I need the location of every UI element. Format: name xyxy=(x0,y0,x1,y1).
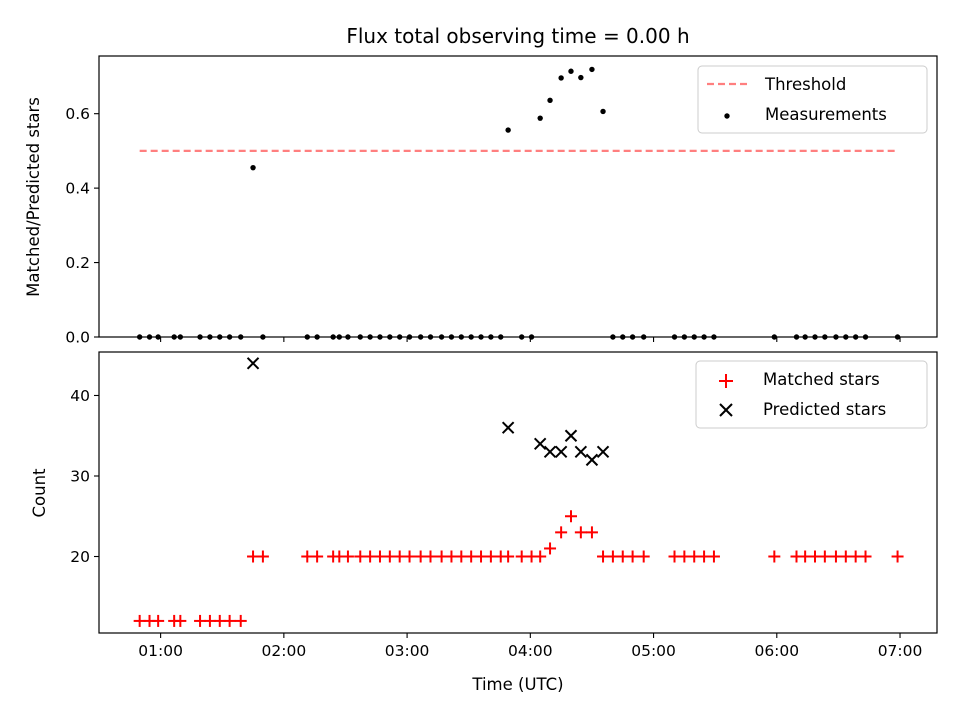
top-legend-box xyxy=(697,65,928,134)
top-legend: Threshold Measurements xyxy=(697,65,928,134)
bottom-xlabel: Time (UTC) xyxy=(471,675,563,694)
predicted-star-stroke-b xyxy=(596,445,610,459)
top-ytick-label: 0.4 xyxy=(65,180,90,198)
chart-title: Flux total observing time = 0.00 h xyxy=(346,24,689,48)
predicted-star-stroke-b xyxy=(543,445,557,459)
measurement-point xyxy=(578,74,584,81)
matched-star-marker xyxy=(637,550,650,563)
predicted-star-stroke-b xyxy=(501,421,515,434)
matched-legend-swatch xyxy=(719,374,733,388)
predicted-star-marker xyxy=(564,429,578,442)
bottom-xtick-label: 06:00 xyxy=(754,642,799,660)
predicted-star-marker xyxy=(554,445,568,459)
predicted-star-stroke-b xyxy=(564,429,578,442)
predicted-star-marker xyxy=(543,445,557,459)
matched-star-marker xyxy=(152,614,165,627)
matched-star-marker xyxy=(585,526,598,539)
predicted-star-stroke-b xyxy=(246,357,260,370)
bottom-panel-marks xyxy=(133,357,904,627)
matched-star-marker xyxy=(555,526,568,539)
bottom-xtick-label: 04:00 xyxy=(508,642,553,660)
bottom-ytick-label: 20 xyxy=(70,548,90,566)
bottom-xtick-label: 05:00 xyxy=(631,642,676,660)
threshold-legend-label: Threshold xyxy=(764,75,846,94)
measurement-point xyxy=(568,68,574,74)
bottom-panel: 01:00 02:00 03:00 04:00 05:00 06:00 07:00 20 30 4… xyxy=(30,351,938,694)
predicted-star-marker xyxy=(596,445,610,459)
matched-star-marker xyxy=(234,614,247,627)
top-ytick-label: 0.6 xyxy=(65,105,90,123)
bottom-ytick-label: 40 xyxy=(70,387,90,405)
matched-star-marker xyxy=(341,550,354,563)
bottom-panel-frame xyxy=(98,351,938,634)
measurements-legend-label: Measurements xyxy=(765,105,887,124)
bottom-legend: Matched stars Predicted stars xyxy=(695,360,928,429)
matched-star-marker xyxy=(859,550,872,563)
predicted-star-marker xyxy=(246,357,260,370)
bottom-legend-box xyxy=(695,360,928,429)
matched-star-marker xyxy=(626,550,639,563)
measurement-point xyxy=(250,164,256,171)
matched-star-marker xyxy=(564,510,577,523)
bottom-panel-axes: 01:00 02:00 03:00 04:00 05:00 06:00 07:00 20 30 4… xyxy=(70,387,922,660)
matched-legend-label: Matched stars xyxy=(763,370,880,389)
top-panel-axes: 0.0 0.2 0.4 0.6 xyxy=(65,105,901,347)
bottom-xtick-label: 03:00 xyxy=(385,642,430,660)
predicted-star-stroke-b xyxy=(585,453,599,467)
predicted-star-marker xyxy=(533,437,547,450)
matched-star-marker xyxy=(223,614,236,627)
top-panel-frame xyxy=(98,55,938,338)
measurement-point xyxy=(558,75,564,81)
predicted-star-marker xyxy=(501,421,515,434)
bottom-ytick-label: 30 xyxy=(70,467,90,485)
predicted-star-stroke-b xyxy=(554,445,568,459)
bottom-xtick-label: 07:00 xyxy=(878,642,923,660)
matched-star-marker xyxy=(311,550,324,563)
measurements-legend-swatch xyxy=(724,113,730,119)
predicted-legend-label: Predicted stars xyxy=(763,400,886,419)
matched-star-marker xyxy=(574,526,587,539)
predicted-star-stroke-b xyxy=(574,445,588,459)
matched-star-marker xyxy=(768,550,781,563)
bottom-xtick-label: 02:00 xyxy=(262,642,307,660)
top-ylabel: Matched/Predicted stars xyxy=(24,97,43,297)
measurement-point xyxy=(537,115,543,121)
predicted-star-marker xyxy=(585,453,599,467)
matched-star-marker xyxy=(256,550,269,563)
top-ytick-label: 0.2 xyxy=(65,254,90,272)
matched-star-marker xyxy=(891,550,904,563)
top-ytick-label: 0.0 xyxy=(65,329,90,347)
matched-star-marker xyxy=(707,550,720,563)
predicted-star-stroke-b xyxy=(533,437,547,450)
matched-star-marker xyxy=(818,550,831,563)
matched-star-marker xyxy=(424,550,437,563)
matched-star-marker xyxy=(544,542,557,555)
top-panel: 0.0 0.2 0.4 0.6 Matched/Predicted stars Thr… xyxy=(24,55,938,347)
measurement-point xyxy=(505,127,511,133)
bottom-xtick-label: 01:00 xyxy=(138,642,183,660)
matched-star-marker xyxy=(174,614,187,627)
measurement-point xyxy=(589,66,595,73)
matched-star-marker xyxy=(403,550,416,563)
measurement-point xyxy=(600,108,606,115)
predicted-legend-swatch xyxy=(719,403,733,417)
measurement-point xyxy=(547,97,553,103)
bottom-ylabel: Count xyxy=(30,468,49,518)
matched-star-marker xyxy=(534,550,547,563)
matched-star-marker xyxy=(502,550,515,563)
predicted-star-marker xyxy=(574,445,588,459)
